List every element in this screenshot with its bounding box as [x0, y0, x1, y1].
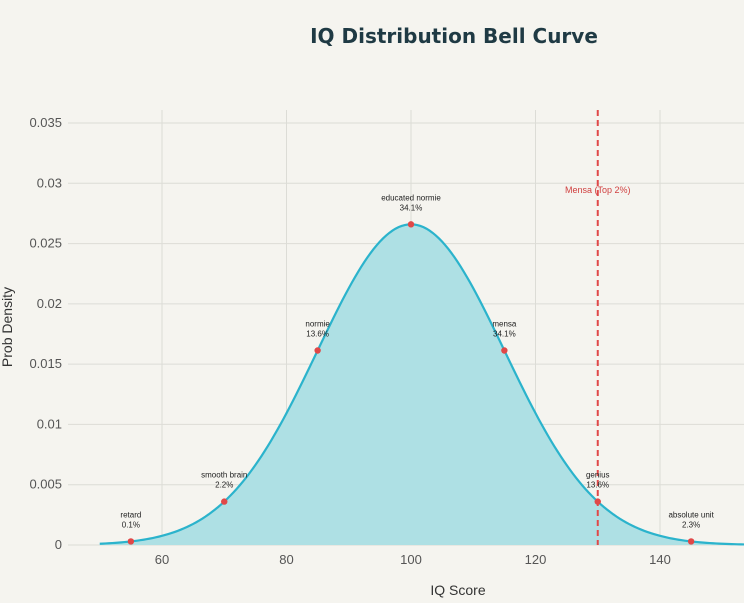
y-tick-label: 0.01: [37, 416, 62, 431]
chart-title: IQ Distribution Bell Curve: [310, 24, 598, 48]
annotation-marker: [501, 347, 508, 354]
annotation-marker: [127, 538, 135, 545]
annotation-marker: [221, 498, 228, 505]
annotation-percent: 2.2%: [215, 481, 233, 490]
annotation-percent: 34.1%: [493, 330, 516, 339]
distribution-area: [99, 224, 744, 545]
annotation-label: retard: [120, 510, 141, 519]
y-tick-label: 0.005: [29, 477, 62, 492]
annotation-label: educated normie: [381, 193, 441, 202]
x-tick-label: 100: [400, 552, 422, 567]
mensa-reference-label: Mensa (Top 2%): [565, 185, 631, 195]
y-tick-label: 0.03: [37, 175, 62, 190]
y-axis-title: Prob Density: [0, 287, 15, 367]
annotation-label: mensa: [492, 320, 517, 329]
y-tick-label: 0.02: [37, 296, 62, 311]
annotation-percent: 34.1%: [400, 203, 423, 212]
y-tick-label: 0.015: [29, 356, 62, 371]
annotation-marker: [687, 538, 695, 545]
annotation-label: absolute unit: [668, 510, 714, 519]
x-tick-label: 120: [525, 552, 547, 567]
distribution-curve: [99, 223, 744, 546]
y-tick-label: 0.025: [29, 236, 62, 251]
annotation-label: genius: [586, 471, 610, 480]
annotation-percent: 2.3%: [682, 520, 700, 529]
x-tick-label: 80: [279, 552, 293, 567]
annotation-marker: [594, 498, 601, 505]
annotation-label: normie: [305, 320, 330, 329]
y-tick-label: 0.035: [29, 115, 62, 130]
annotation-percent: 13.6%: [586, 481, 609, 490]
annotation-label: smooth brain: [201, 471, 247, 480]
annotation-percent: 0.1%: [122, 520, 140, 529]
annotation-percent: 13.6%: [306, 330, 329, 339]
x-tick-label: 140: [649, 552, 671, 567]
y-tick-label: 0: [55, 537, 62, 552]
annotation-marker: [407, 221, 415, 228]
x-tick-label: 60: [155, 552, 169, 567]
annotation-marker: [314, 347, 321, 354]
axis-ticks: 0 0.005 0.01 0.015 0.02 0.025 0.03 0.035 60 80 100…: [29, 115, 670, 567]
x-axis-title: IQ Score: [430, 582, 485, 598]
